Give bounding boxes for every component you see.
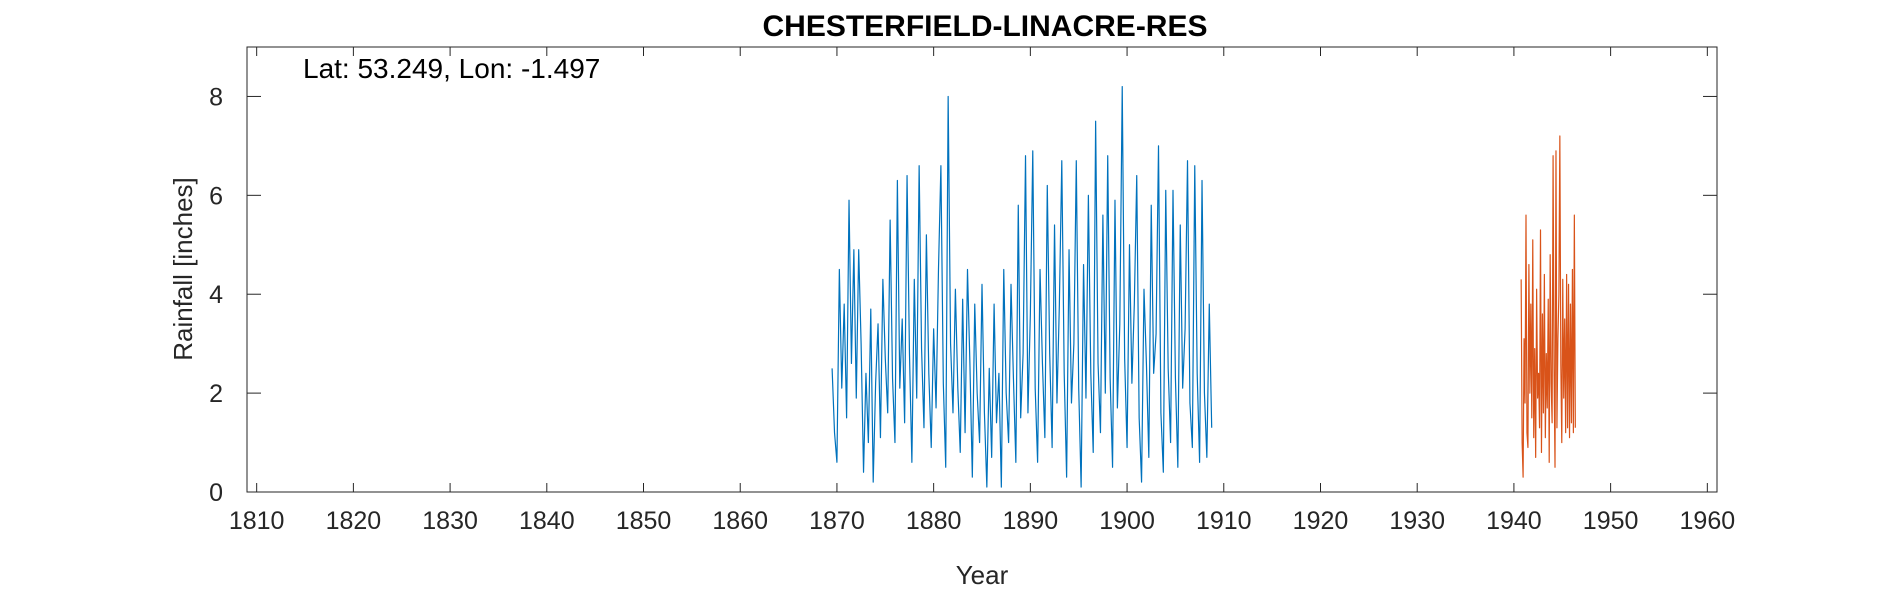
y-tick-label: 2 — [209, 380, 223, 408]
x-tick-label: 1850 — [616, 507, 672, 535]
x-tick-label: 1890 — [1003, 507, 1059, 535]
x-tick-label: 1840 — [519, 507, 575, 535]
x-tick-label: 1860 — [712, 507, 768, 535]
x-tick-label: 1810 — [229, 507, 285, 535]
x-tick-label: 1920 — [1293, 507, 1349, 535]
x-tick-label: 1910 — [1196, 507, 1252, 535]
y-tick-label: 4 — [209, 281, 223, 309]
x-axis-label: Year — [956, 560, 1009, 590]
x-tick-label: 1960 — [1680, 507, 1736, 535]
y-tick-label: 6 — [209, 182, 223, 210]
series-line-1 — [831, 85, 1213, 488]
x-tick-label: 1830 — [422, 507, 478, 535]
y-axis-label: Rainfall [inches] — [168, 177, 198, 361]
y-tick-label: 0 — [209, 479, 223, 507]
series-line-2 — [1520, 135, 1576, 478]
x-tick-label: 1880 — [906, 507, 962, 535]
location-annotation: Lat: 53.249, Lon: -1.497 — [303, 53, 600, 84]
x-tick-label: 1950 — [1583, 507, 1639, 535]
ticks-layer: 1810 1820 1830 1840 1850 1860 1870 1880 1890 1900… — [209, 47, 1735, 535]
plot-area — [246, 46, 1718, 493]
series-layer — [831, 85, 1576, 488]
x-tick-label: 1940 — [1486, 507, 1542, 535]
x-tick-label: 1900 — [1099, 507, 1155, 535]
x-tick-label: 1820 — [326, 507, 382, 535]
y-tick-label: 8 — [209, 83, 223, 111]
x-tick-label: 1930 — [1389, 507, 1445, 535]
x-tick-label: 1870 — [809, 507, 865, 535]
chart-title: CHESTERFIELD-LINACRE-RES — [762, 10, 1207, 43]
